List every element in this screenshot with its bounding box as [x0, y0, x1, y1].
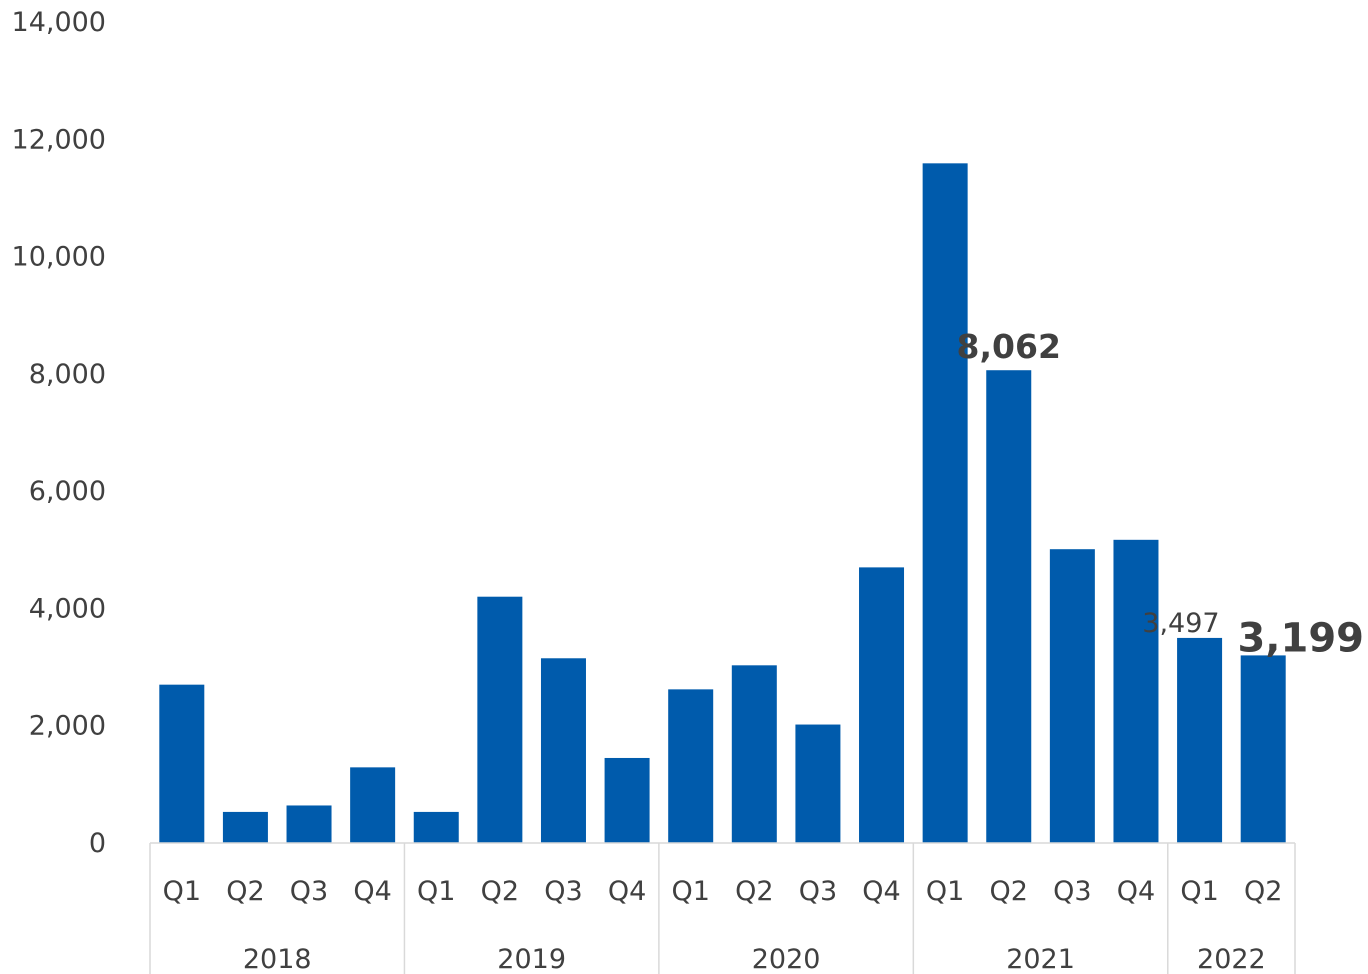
x-tick-label: Q4	[608, 876, 646, 907]
bar	[540, 658, 586, 843]
bar	[286, 805, 332, 843]
data-labels: 8,062 3,497 3,199	[957, 327, 1364, 661]
bar	[604, 757, 650, 843]
x-tick-label: Q2	[1244, 876, 1282, 907]
bar	[1240, 655, 1286, 843]
bar	[159, 684, 205, 843]
x-group-label: 2018	[243, 944, 312, 974]
x-tick-label: Q2	[226, 876, 264, 907]
x-group-label: 2019	[497, 944, 566, 974]
data-label: 3,199	[1237, 615, 1364, 661]
bar	[1049, 549, 1095, 843]
y-tick-label: 14,000	[12, 7, 106, 38]
bar	[413, 811, 459, 843]
x-tick-label: Q2	[735, 876, 773, 907]
x-tick-label: Q2	[990, 876, 1028, 907]
x-tick-label: Q1	[1180, 876, 1218, 907]
y-tick-label: 6,000	[29, 476, 106, 507]
x-tick-label: Q4	[862, 876, 900, 907]
x-tick-label: Q4	[1117, 876, 1155, 907]
bar	[222, 811, 268, 843]
x-tick-label: Q1	[417, 876, 455, 907]
y-tick-label: 10,000	[12, 242, 106, 273]
bar	[1177, 637, 1223, 843]
bar	[731, 665, 777, 843]
x-tick-label: Q3	[290, 876, 328, 907]
bar	[922, 163, 968, 843]
x-tick-label: Q3	[799, 876, 837, 907]
data-label: 3,497	[1142, 608, 1219, 639]
x-axis: Q1 Q2 Q3 Q4 Q1 Q2 Q3 Q4 Q1 Q2 Q3 Q4 Q1 Q2 Q3 Q4 Q1 Q2 2018…	[149, 842, 1296, 974]
bar	[1113, 539, 1159, 843]
y-tick-label: 12,000	[12, 124, 106, 155]
bar	[986, 370, 1032, 843]
x-tick-label: Q1	[163, 876, 201, 907]
y-tick-label: 2,000	[29, 711, 106, 742]
x-group-label: 2021	[1006, 944, 1075, 974]
y-tick-label: 4,000	[29, 593, 106, 624]
x-tick-label: Q4	[353, 876, 391, 907]
x-tick-label: Q2	[481, 876, 519, 907]
data-label: 8,062	[957, 327, 1061, 366]
bar	[859, 567, 905, 843]
bar	[350, 767, 396, 843]
x-tick-label: Q1	[671, 876, 709, 907]
x-tick-label: Q3	[1053, 876, 1091, 907]
y-axis-tick-labels: 0 2,000 4,000 6,000 8,000 10,000 12,000 14,000	[12, 7, 106, 859]
bar-series	[159, 163, 1286, 843]
y-tick-label: 0	[89, 828, 106, 859]
bar	[668, 689, 714, 843]
bar	[795, 724, 841, 843]
x-tick-label: Q3	[544, 876, 582, 907]
bar	[477, 596, 523, 843]
x-group-label: 2020	[752, 944, 821, 974]
y-tick-label: 8,000	[29, 359, 106, 390]
x-group-label: 2022	[1197, 944, 1266, 974]
x-tick-label: Q1	[926, 876, 964, 907]
